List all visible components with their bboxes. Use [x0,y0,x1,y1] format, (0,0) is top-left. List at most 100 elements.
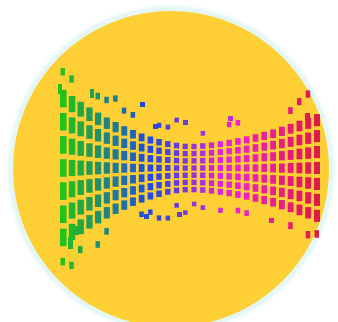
pixel-square-76 [138,143,145,152]
pixel-square-124 [182,186,188,193]
pixel-square-154 [217,172,224,179]
pixel-square-48 [103,207,110,219]
pixel-square-98 [156,122,162,128]
pixel-square-66 [121,107,127,114]
pixel-square-31 [86,197,93,211]
pixel-square-218 [288,107,293,114]
pixel-square-162 [226,173,232,180]
pixel-square-115 [173,187,180,194]
pixel-square-15 [68,223,76,240]
pixel-square-79 [138,174,145,183]
pixel-square-164 [226,189,232,197]
pixel-square-119 [182,150,188,157]
pixel-square-159 [226,148,232,155]
pixel-square-75 [138,133,145,142]
pixel-square-131 [191,179,197,186]
pixel-square-200 [270,163,276,173]
pixel-square-125 [183,210,188,215]
pixel-square-58 [113,95,118,102]
pixel-square-128 [191,158,197,164]
pixel-square-108 [165,215,171,221]
pixel-square-62 [121,163,128,173]
pixel-square-182 [244,210,249,216]
pixel-square-217 [287,202,294,213]
pixel-square-201 [270,175,276,184]
pixel-square-183 [252,134,259,142]
pixel-square-250 [153,124,158,129]
pixel-square-35 [95,145,102,158]
pixel-square-121 [182,165,188,171]
pixel-square-238 [314,130,320,143]
pixel-square-184 [252,144,259,152]
pixel-square-190 [261,131,268,140]
pixel-square-215 [287,176,294,186]
pixel-square-163 [226,181,232,188]
pixel-square-243 [314,209,320,222]
pixel-square-28 [86,143,93,157]
pixel-square-208 [279,175,285,185]
pixel-square-69 [130,152,136,161]
pixel-square-9 [68,96,76,113]
pixel-square-180 [243,183,250,191]
pixel-square-233 [305,192,312,204]
pixel-square-230 [305,147,312,159]
pixel-square-61 [121,150,128,161]
pixel-square-12 [68,159,76,177]
pixel-square-149 [208,187,215,194]
pixel-square-92 [156,147,162,155]
pixel-square-60 [121,138,128,148]
pixel-square-241 [314,177,320,190]
pixel-square-49 [104,96,109,104]
pixel-square-198 [270,140,276,150]
pixel-square-39 [95,210,102,224]
pixel-square-196 [261,196,268,205]
pixel-square-7 [60,68,65,76]
pixel-square-140 [200,187,206,193]
pixel-square-186 [252,164,259,172]
pixel-square-3 [60,159,67,177]
pixel-square-36 [95,161,102,175]
pixel-square-220 [296,120,303,132]
pixel-square-81 [138,194,145,203]
pixel-square-68 [130,141,136,150]
pixel-square-85 [147,155,154,163]
pixel-square-169 [235,164,241,172]
pixel-square-156 [217,188,224,195]
pixel-square-213 [287,150,294,160]
pixel-square-84 [147,145,154,153]
pixel-square-191 [261,142,268,151]
pixel-square-248 [75,226,79,235]
pixel-square-246 [90,89,94,98]
pixel-square-138 [200,172,206,179]
pixel-square-151 [217,149,224,156]
pixel-square-127 [191,150,197,157]
pixel-square-104 [165,172,171,179]
pixel-square-195 [261,185,268,194]
pixel-square-227 [297,98,302,106]
pixel-square-64 [121,188,128,198]
pixel-square-234 [305,207,312,219]
pixel-square-103 [165,165,171,171]
pixel-square-193 [261,163,268,172]
pixel-square-14 [68,202,76,219]
pixel-square-110 [173,150,180,156]
pixel-square-122 [182,172,188,178]
pixel-square-148 [208,180,215,187]
pixel-square-199 [270,152,276,161]
pixel-square-181 [243,192,250,200]
pixel-square-194 [261,174,268,183]
pixel-square-46 [103,177,110,189]
pixel-square-145 [208,157,215,164]
pixel-square-204 [279,126,285,136]
pixel-square-102 [165,157,171,163]
pixel-square-74 [130,112,136,118]
pixel-square-17 [69,261,74,269]
pixel-square-80 [138,184,145,193]
pixel-square-5 [60,205,67,224]
pixel-square-82 [139,211,144,218]
pixel-square-216 [287,189,294,200]
pixel-square-254 [269,218,274,223]
pixel-square-113 [173,172,180,179]
pixel-square-126 [191,143,197,150]
